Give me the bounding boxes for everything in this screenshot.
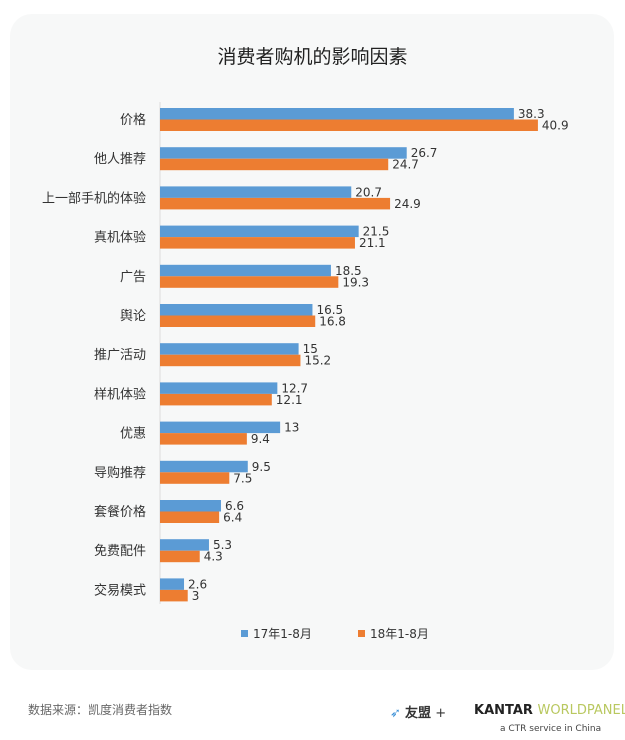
legend-swatch — [358, 630, 365, 637]
data-label: 13 — [284, 421, 299, 435]
kantar-logo: KANTAR WORLDPANEL — [474, 703, 625, 718]
data-label: 9.4 — [251, 432, 270, 446]
data-label: 15.2 — [304, 354, 331, 368]
bar — [160, 343, 299, 355]
category-label: 免费配件 — [94, 544, 146, 559]
category-label: 价格 — [120, 112, 146, 128]
chart-title: 消费者购机的影响因素 — [217, 46, 408, 68]
bar — [160, 393, 272, 406]
category-label: 推广活动 — [94, 348, 146, 363]
data-label: 6.4 — [223, 511, 242, 525]
bar — [160, 186, 352, 198]
legend-swatch — [241, 630, 248, 637]
bar — [160, 237, 355, 249]
category-label: 导购推荐 — [94, 465, 146, 481]
data-label: 16.8 — [319, 315, 346, 329]
data-label: 38.3 — [518, 107, 545, 121]
worldpanel-text: WORLDPANEL — [537, 703, 625, 718]
data-label: 12.1 — [276, 393, 303, 407]
tagline: a CTR service in China — [500, 724, 602, 734]
data-label: 40.9 — [542, 119, 569, 133]
bar — [160, 264, 331, 277]
data-label: 3 — [192, 589, 200, 603]
legend-label: 17年1-8月 — [253, 627, 312, 641]
category-label: 优惠 — [120, 427, 146, 442]
logo-text: 友盟 — [405, 706, 432, 721]
data-label: 4.3 — [204, 550, 223, 564]
bar — [160, 225, 359, 238]
bar — [160, 460, 248, 473]
bar — [160, 197, 391, 210]
data-label: 24.7 — [392, 158, 419, 172]
bar — [160, 315, 316, 327]
data-label: 16.5 — [316, 303, 343, 317]
bar — [160, 500, 221, 512]
bar — [160, 382, 278, 394]
data-label: 20.7 — [355, 185, 382, 199]
bar-chart: 价格 38.340.9 他人推荐 26.724.7 上一部手机的体验 20.7 24.9 真机… — [42, 102, 569, 641]
bar — [160, 472, 230, 484]
bar — [160, 511, 220, 523]
bar — [160, 108, 514, 120]
data-label: 5.3 — [213, 538, 232, 552]
bar — [160, 421, 281, 434]
data-label: 24.9 — [394, 197, 421, 211]
source-note: 数据来源：凯度消费者指数 — [28, 703, 173, 717]
data-label: 9.5 — [252, 460, 271, 474]
bar — [160, 158, 389, 171]
data-label: 7.5 — [233, 471, 252, 485]
bar — [160, 276, 339, 288]
umeng-logo: ➶ 友盟 + — [390, 702, 446, 721]
data-label: 26.7 — [411, 146, 438, 160]
bar — [160, 539, 209, 551]
bar — [160, 578, 185, 590]
bar — [160, 354, 301, 367]
data-label: 21.5 — [363, 225, 390, 239]
data-label: 6.6 — [225, 499, 244, 513]
data-label: 15 — [303, 342, 318, 356]
data-label: 19.3 — [342, 275, 369, 289]
bar — [160, 550, 200, 563]
plus: + — [435, 706, 447, 721]
category-label: 交易模式 — [94, 582, 146, 598]
kantar-text: KANTAR — [474, 703, 533, 718]
category-label: 广告 — [120, 270, 146, 285]
category-label: 真机体验 — [94, 230, 146, 246]
bird-icon: ➶ — [390, 706, 401, 721]
legend-label: 18年1-8月 — [370, 627, 429, 641]
bar — [160, 147, 407, 159]
data-label: 12.7 — [281, 381, 308, 395]
data-label: 21.1 — [359, 236, 386, 250]
bar — [160, 433, 247, 445]
category-label: 舆论 — [120, 309, 146, 324]
bar — [160, 304, 313, 316]
category-label: 上一部手机的体验 — [42, 190, 146, 206]
data-label: 18.5 — [335, 264, 362, 278]
bar — [160, 119, 538, 131]
category-label: 套餐价格 — [94, 504, 146, 520]
bar — [160, 589, 188, 602]
category-label: 样机体验 — [94, 386, 146, 402]
category-label: 他人推荐 — [94, 152, 146, 167]
data-label: 2.6 — [188, 577, 207, 591]
